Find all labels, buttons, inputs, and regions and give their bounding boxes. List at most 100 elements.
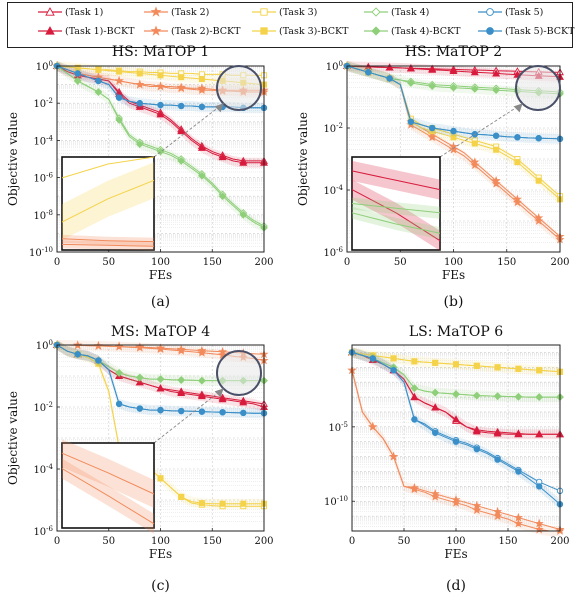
x-tick-label: 100 <box>151 257 170 268</box>
chart-panel-4: 0 50 100 150 200 10-5 10-10 LS: MaTOP 6 FEs (d) <box>324 324 570 594</box>
data-point <box>135 79 145 89</box>
data-point <box>260 81 268 88</box>
data-point <box>407 118 414 125</box>
data-point <box>52 340 62 349</box>
data-point <box>74 351 81 358</box>
confidence-band <box>57 340 264 412</box>
data-point <box>556 196 564 203</box>
data-point <box>219 77 226 84</box>
legend-swatch <box>38 7 62 16</box>
data-point <box>198 103 206 111</box>
data-point <box>431 388 440 397</box>
data-point <box>472 391 481 400</box>
data-point <box>472 500 482 510</box>
data-point <box>239 156 248 164</box>
data-point <box>491 175 501 185</box>
data-point <box>452 361 460 368</box>
data-point <box>494 364 501 371</box>
data-point <box>53 61 61 70</box>
series-line <box>56 344 264 414</box>
data-point <box>116 444 123 451</box>
data-point <box>259 355 269 365</box>
data-point <box>53 62 61 70</box>
series-line <box>351 351 560 435</box>
data-point <box>410 392 419 401</box>
data-point <box>115 116 123 124</box>
zoom-circle <box>515 65 561 111</box>
data-point <box>260 156 268 164</box>
data-point <box>535 393 544 401</box>
data-point <box>410 384 419 392</box>
inset-frame <box>61 156 155 251</box>
data-point <box>364 62 373 70</box>
data-point <box>156 108 165 116</box>
legend-swatch <box>144 25 168 36</box>
x-axis-label: FEs <box>444 547 467 561</box>
data-point <box>157 406 164 414</box>
data-point <box>156 147 165 156</box>
legend-label: (Task 5) <box>505 6 544 18</box>
data-point <box>470 160 480 170</box>
series-task1-bckt <box>53 340 268 412</box>
series-line <box>57 344 265 355</box>
data-point <box>74 70 81 77</box>
data-point <box>430 491 440 501</box>
data-point <box>260 104 268 112</box>
data-point <box>115 371 124 380</box>
data-point <box>348 349 356 356</box>
data-point <box>347 365 357 375</box>
confidence-band <box>57 61 264 97</box>
data-point <box>556 368 564 375</box>
series-task3 <box>53 62 268 79</box>
data-point <box>259 349 269 359</box>
data-point <box>389 366 398 374</box>
data-point <box>514 134 521 141</box>
series-line <box>56 65 264 109</box>
series-line <box>56 65 264 91</box>
grid <box>56 344 265 532</box>
data-point <box>428 80 437 89</box>
data-point <box>136 100 143 107</box>
data-point <box>218 349 228 359</box>
data-point <box>135 102 144 110</box>
legend-entry-4: (Task 2)-BCKT <box>144 25 240 37</box>
data-point <box>239 398 248 406</box>
data-point <box>389 363 398 372</box>
data-point <box>535 393 544 401</box>
data-point <box>492 132 500 139</box>
data-point <box>410 384 419 392</box>
series-task5-bckt <box>343 61 564 144</box>
data-point <box>239 210 248 219</box>
y-tick-label: 100 <box>36 60 53 73</box>
data-point <box>197 85 207 95</box>
series-line <box>351 351 560 398</box>
y-axis-label: Objective value <box>6 391 20 485</box>
series-task1-bckt <box>348 347 564 440</box>
data-point <box>178 102 185 110</box>
data-point <box>116 444 123 451</box>
data-point <box>368 354 377 363</box>
x-tick-label: 0 <box>344 257 350 268</box>
legend: (Task 1) (Task 1)-BCKT (Task 2) (Task 2)-BC… <box>7 2 574 48</box>
data-point <box>218 86 228 96</box>
series-line <box>346 65 561 93</box>
series-line <box>57 344 265 361</box>
data-point <box>536 367 543 374</box>
data-point <box>53 61 61 70</box>
series-task5-bckt <box>53 340 268 419</box>
data-point <box>74 351 81 358</box>
data-point <box>157 72 164 79</box>
data-point <box>512 197 522 207</box>
data-point <box>198 376 206 385</box>
data-point <box>451 494 461 504</box>
legend-swatch <box>364 7 388 17</box>
plot-frame <box>56 65 265 253</box>
data-point <box>74 64 81 71</box>
data-point <box>115 400 123 408</box>
confidence-band <box>57 61 264 90</box>
data-point <box>348 348 356 357</box>
data-point <box>135 378 144 386</box>
data-point <box>427 132 437 142</box>
data-point <box>136 459 143 466</box>
